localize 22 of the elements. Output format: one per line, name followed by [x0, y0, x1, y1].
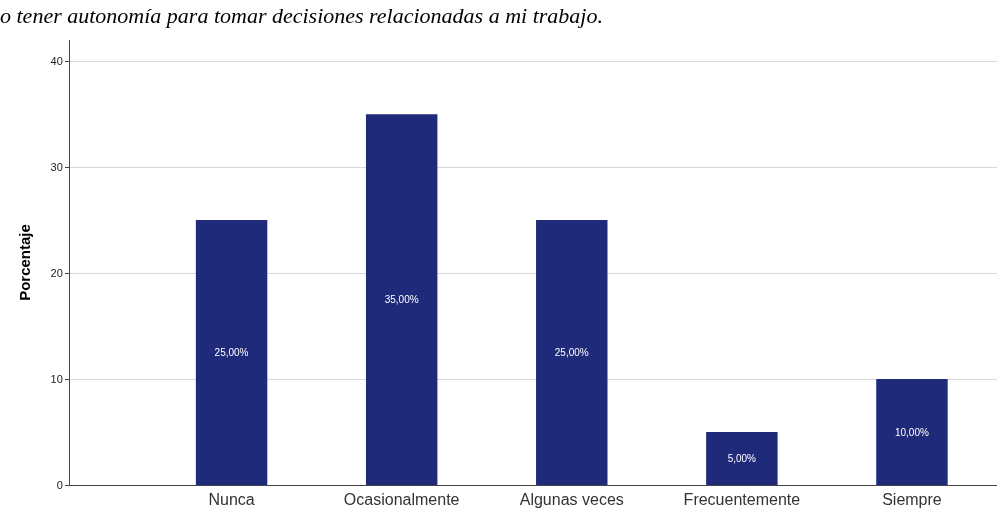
- y-tick-label: 10: [50, 372, 63, 385]
- x-tick-label: Siempre: [882, 491, 942, 509]
- x-tick-label: Nunca: [208, 491, 255, 509]
- y-tick-label: 30: [50, 160, 63, 173]
- data-label: 5,00%: [727, 453, 757, 465]
- bar: [365, 114, 438, 485]
- bar: [876, 379, 948, 485]
- data-label: 25,00%: [554, 347, 589, 359]
- x-tick-label: Frecuentemente: [683, 491, 801, 509]
- bar: [706, 432, 778, 485]
- y-tick-label: 40: [50, 55, 63, 68]
- bar: [536, 220, 608, 485]
- y-tick-label: 20: [50, 266, 63, 279]
- data-label: 10,00%: [894, 426, 929, 438]
- x-tick-label: Algunas veces: [519, 491, 624, 509]
- bar: [195, 220, 268, 485]
- y-axis-title: Porcentaje: [16, 224, 33, 301]
- data-label: 25,00%: [214, 347, 249, 359]
- y-tick-label: 0: [56, 478, 63, 491]
- x-tick-label: Ocasionalmente: [343, 491, 460, 509]
- data-label: 35,00%: [384, 294, 419, 306]
- chart-title: o tener autonomía para tomar decisiones relacionadas a mi trabajo.: [0, 3, 603, 29]
